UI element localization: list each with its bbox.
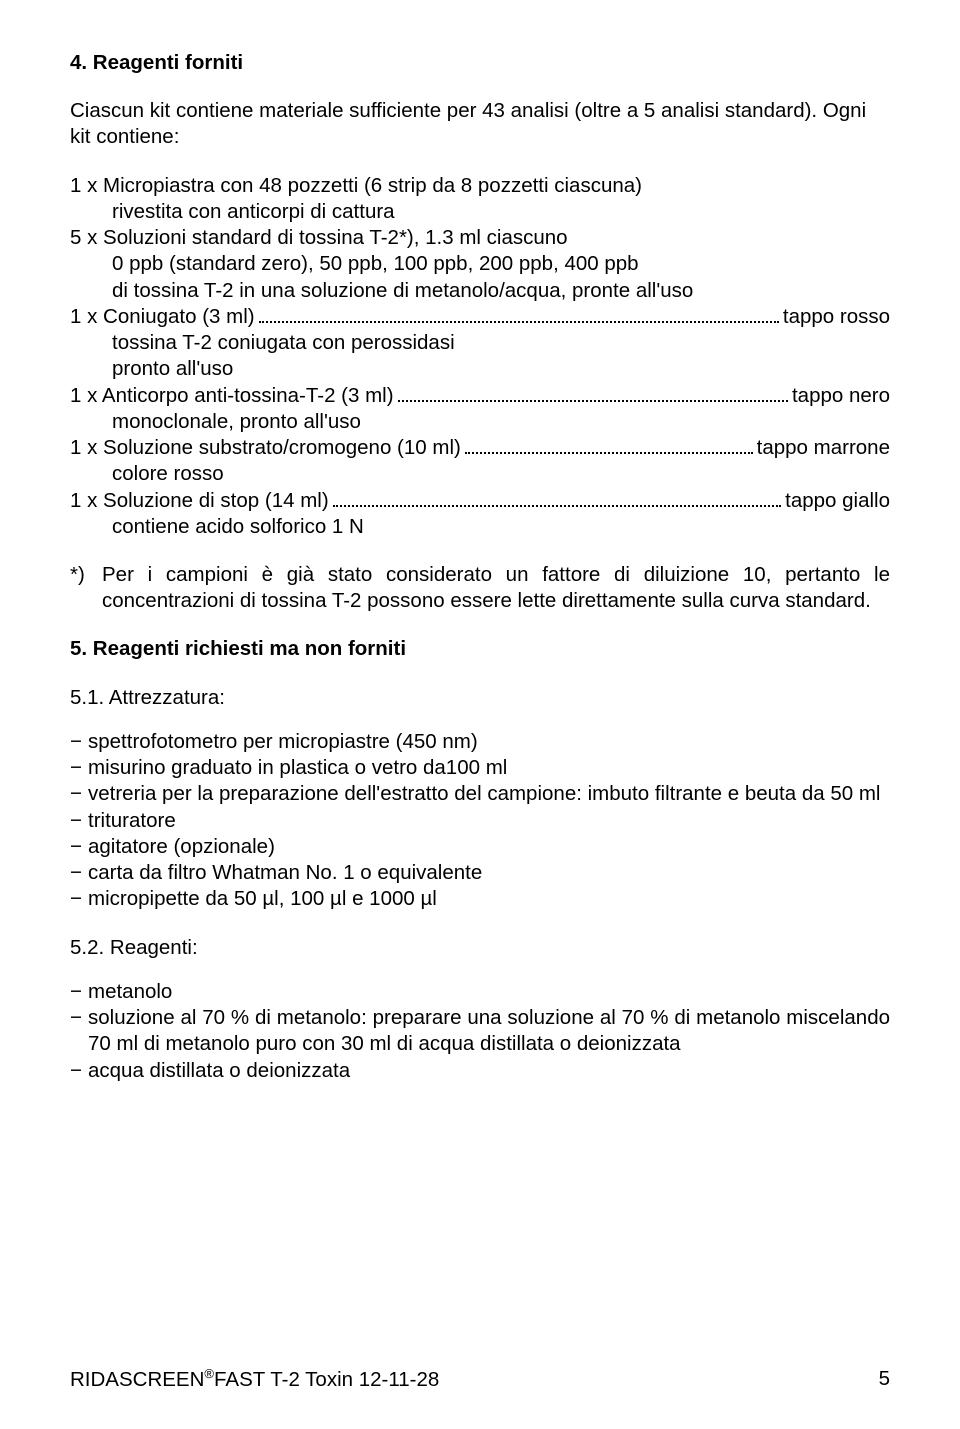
reagent-4: 1 x Anticorpo anti-tossina-T-2 (3 ml) ta… (70, 383, 890, 435)
reagent-6-cap: tappo giallo (785, 488, 890, 514)
section-5-1-heading: 5.1. Attrezzatura: (70, 685, 890, 711)
dash-icon: − (70, 781, 88, 807)
reagent-4-line2: monoclonale, pronto all'uso (112, 409, 890, 435)
reagent-6: 1 x Soluzione di stop (14 ml) tappo gial… (70, 488, 890, 540)
reagent-1: 1 x Micropiastra con 48 pozzetti (6 stri… (70, 173, 890, 225)
list-item: −carta da filtro Whatman No. 1 o equival… (70, 860, 890, 886)
list-item-text: soluzione al 70 % di metanolo: preparare… (88, 1005, 890, 1057)
dash-icon: − (70, 860, 88, 886)
dash-icon: − (70, 886, 88, 912)
reagent-3-label: 1 x Coniugato (3 ml) (70, 304, 255, 330)
reagent-3: 1 x Coniugato (3 ml) tappo rosso tossina… (70, 304, 890, 383)
reagent-1-line2: rivestita con anticorpi di cattura (112, 199, 890, 225)
section-4-intro: Ciascun kit contiene materiale sufficien… (70, 98, 890, 150)
list-item: −micropipette da 50 µl, 100 µl e 1000 µl (70, 886, 890, 912)
list-item-text: vetreria per la preparazione dell'estrat… (88, 781, 890, 807)
reagent-5-label: 1 x Soluzione substrato/cromogeno (10 ml… (70, 435, 461, 461)
list-item: −metanolo (70, 979, 890, 1005)
dash-icon: − (70, 834, 88, 860)
reagent-2-line2: 0 ppb (standard zero), 50 ppb, 100 ppb, … (112, 251, 890, 277)
reagent-6-label: 1 x Soluzione di stop (14 ml) (70, 488, 329, 514)
reagent-3-line2: tossina T-2 coniugata con perossidasi (112, 330, 890, 356)
list-item: −spettrofotometro per micropiastre (450 … (70, 729, 890, 755)
list-item-text: carta da filtro Whatman No. 1 o equivale… (88, 860, 890, 886)
list-item-text: trituratore (88, 808, 890, 834)
dash-icon: − (70, 979, 88, 1005)
footer-left: RIDASCREEN®FAST T-2 Toxin 12-11-28 (70, 1366, 439, 1393)
list-item: −vetreria per la preparazione dell'estra… (70, 781, 890, 807)
list-item: −misurino graduato in plastica o vetro d… (70, 755, 890, 781)
dotted-leader (465, 439, 753, 454)
reagent-5-line2: colore rosso (112, 461, 890, 487)
dash-icon: − (70, 1058, 88, 1084)
reagent-6-line2: contiene acido solforico 1 N (112, 514, 890, 540)
reagent-5-cap: tappo marrone (757, 435, 890, 461)
section-4-heading: 4. Reagenti forniti (70, 50, 890, 76)
reagent-3-cap: tappo rosso (783, 304, 890, 330)
dash-icon: − (70, 808, 88, 834)
section-5-2-heading: 5.2. Reagenti: (70, 935, 890, 961)
reagent-2-line1: 5 x Soluzioni standard di tossina T-2*),… (70, 225, 890, 251)
footnote: *) Per i campioni è già stato considerat… (70, 562, 890, 614)
dotted-leader (398, 386, 788, 401)
list-item: −agitatore (opzionale) (70, 834, 890, 860)
list-item-text: metanolo (88, 979, 890, 1005)
list-item-text: misurino graduato in plastica o vetro da… (88, 755, 890, 781)
reagent-2-line3: di tossina T-2 in una soluzione di metan… (112, 278, 890, 304)
footer-product-b: FAST T-2 Toxin 12-11-28 (214, 1368, 439, 1391)
reagent-5: 1 x Soluzione substrato/cromogeno (10 ml… (70, 435, 890, 487)
list-item-text: micropipette da 50 µl, 100 µl e 1000 µl (88, 886, 890, 912)
list-item: −acqua distillata o deionizzata (70, 1058, 890, 1084)
reagent-4-label: 1 x Anticorpo anti-tossina-T-2 (3 ml) (70, 383, 394, 409)
page-number: 5 (879, 1366, 890, 1393)
footer-product-a: RIDASCREEN (70, 1368, 204, 1391)
list-item-text: agitatore (opzionale) (88, 834, 890, 860)
dash-icon: − (70, 729, 88, 755)
list-item-text: acqua distillata o deionizzata (88, 1058, 890, 1084)
list-item: −soluzione al 70 % di metanolo: preparar… (70, 1005, 890, 1057)
equipment-list: −spettrofotometro per micropiastre (450 … (70, 729, 890, 913)
reagent-4-cap: tappo nero (792, 383, 890, 409)
reagent-2: 5 x Soluzioni standard di tossina T-2*),… (70, 225, 890, 304)
list-item: −trituratore (70, 808, 890, 834)
dash-icon: − (70, 755, 88, 781)
reagent-1-line1: 1 x Micropiastra con 48 pozzetti (6 stri… (70, 173, 890, 199)
page-footer: RIDASCREEN®FAST T-2 Toxin 12-11-28 5 (70, 1366, 890, 1393)
dotted-leader (333, 491, 781, 506)
dotted-leader (259, 308, 779, 323)
footnote-marker: *) (70, 562, 102, 614)
list-item-text: spettrofotometro per micropiastre (450 n… (88, 729, 890, 755)
registered-icon: ® (204, 1366, 214, 1381)
footnote-text: Per i campioni è già stato considerato u… (102, 562, 890, 614)
dash-icon: − (70, 1005, 88, 1057)
reagents-needed-list: −metanolo−soluzione al 70 % di metanolo:… (70, 979, 890, 1084)
section-5-heading: 5. Reagenti richiesti ma non forniti (70, 636, 890, 662)
reagent-3-line3: pronto all'uso (112, 356, 890, 382)
